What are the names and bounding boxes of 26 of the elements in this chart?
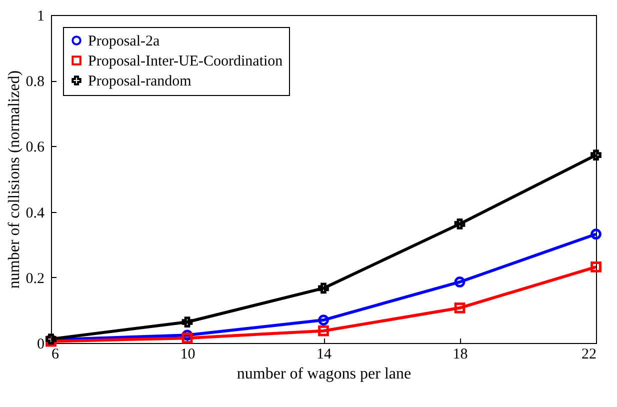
legend-label: Proposal-random: [88, 74, 192, 90]
x-tick-label: 22: [582, 346, 596, 362]
point: [454, 218, 466, 230]
point: [454, 302, 466, 314]
x-tick-label: 14: [316, 346, 332, 362]
point: [454, 276, 466, 288]
point: [590, 150, 602, 160]
y-tick-label: 0.8: [26, 74, 44, 90]
x-tick-label: 10: [180, 346, 196, 362]
point: [590, 261, 602, 272]
point: [182, 332, 193, 344]
point: [318, 282, 329, 294]
y-tick-label: 0.4: [26, 205, 45, 222]
point: [318, 314, 329, 326]
y-tick-label: 1: [37, 8, 44, 24]
y-tick-label: 0.2: [26, 270, 44, 287]
y-tick-label: 0: [37, 336, 44, 352]
x-axis-title: number of wagons per lane: [236, 366, 412, 382]
legend-label: Proposal-Inter-UE-Coordination: [88, 54, 284, 70]
y-axis-title: number of collisions (normalized): [6, 70, 23, 289]
y-tick-label: 0.6: [26, 140, 45, 156]
point: [182, 316, 193, 328]
x-tick-label: 6: [52, 346, 60, 362]
point: [318, 325, 329, 336]
legend-label: Proposal-2a: [88, 34, 160, 50]
x-tick-label: 18: [452, 346, 468, 362]
